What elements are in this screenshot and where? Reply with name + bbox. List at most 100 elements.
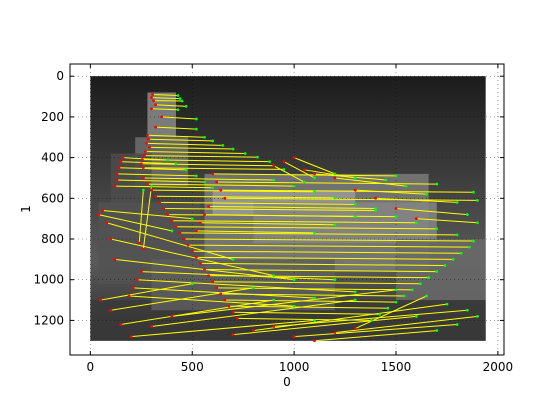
keypoint-target — [141, 188, 145, 192]
y-tick-label: 600 — [41, 191, 64, 205]
keypoint-source — [137, 241, 141, 245]
keypoint-target — [465, 308, 469, 312]
keypoint-target — [221, 143, 225, 147]
match-line — [149, 146, 234, 150]
keypoint-source — [282, 160, 286, 164]
match-line — [212, 173, 397, 177]
keypoint-target — [435, 270, 439, 273]
match-line — [224, 299, 397, 303]
match-line — [147, 183, 295, 187]
keypoint-source — [150, 325, 153, 328]
keypoint-source — [148, 146, 151, 149]
keypoint-source — [141, 176, 145, 180]
keypoint-source — [150, 188, 153, 192]
match-line — [146, 142, 223, 146]
y-tick-label: 400 — [41, 151, 64, 165]
keypoint-target — [435, 329, 439, 332]
keypoint-source — [231, 310, 235, 314]
keypoint-source — [147, 137, 150, 141]
keypoint-source — [117, 166, 121, 170]
keypoint-source — [313, 172, 316, 176]
keypoint-source — [194, 229, 198, 233]
y-axis-label: 1 — [19, 205, 33, 213]
match-line — [151, 108, 179, 111]
keypoint-source — [207, 205, 210, 208]
keypoint-target — [476, 221, 479, 225]
match-line — [395, 207, 468, 216]
keypoint-target — [333, 196, 337, 200]
keypoint-target — [425, 294, 428, 298]
y-tick-label: 1200 — [33, 313, 64, 327]
match-line — [334, 315, 478, 334]
keypoint-source — [353, 188, 357, 192]
match-line — [151, 299, 356, 328]
keypoint-source — [215, 180, 219, 184]
match-line — [416, 218, 478, 224]
match-line — [155, 195, 335, 199]
keypoint-source — [151, 93, 154, 96]
x-tick-label: 500 — [181, 360, 204, 374]
keypoint-source — [113, 184, 117, 188]
match-line — [200, 222, 335, 226]
x-tick-label: 0 — [87, 360, 95, 374]
keypoint-target — [190, 282, 194, 286]
match-line — [314, 330, 437, 342]
keypoint-target — [176, 94, 180, 97]
keypoint-target — [476, 314, 479, 318]
match-line — [151, 97, 181, 100]
keypoint-source — [203, 268, 206, 271]
keypoint-target — [333, 223, 337, 227]
keypoint-source — [170, 314, 174, 318]
keypoint-source — [152, 99, 155, 103]
keypoint-source — [219, 188, 223, 192]
keypoint-source — [414, 217, 418, 221]
match-line — [184, 238, 474, 242]
match-line — [283, 161, 315, 179]
keypoint-source — [227, 304, 231, 308]
keypoint-target — [378, 312, 382, 316]
keypoint-target — [353, 215, 357, 219]
match-line — [293, 157, 336, 175]
match-line — [141, 271, 335, 281]
keypoint-source — [211, 172, 215, 176]
match-line — [196, 256, 454, 260]
keypoint-target — [203, 135, 206, 139]
match-line — [141, 163, 274, 167]
match-line — [161, 116, 197, 120]
keypoint-target — [410, 288, 414, 292]
keypoint-target — [394, 288, 398, 292]
keypoint-target — [180, 99, 184, 103]
keypoint-target — [313, 190, 316, 194]
keypoint-source — [105, 221, 109, 225]
match-line — [131, 319, 315, 338]
keypoint-source — [115, 178, 119, 182]
keypoint-source — [113, 257, 117, 261]
keypoint-source — [121, 156, 125, 160]
keypoint-target — [353, 203, 357, 206]
keypoint-target — [194, 117, 198, 121]
keypoint-source — [141, 166, 145, 170]
match-line — [148, 138, 213, 142]
keypoint-source — [174, 225, 178, 229]
keypoint-target — [251, 286, 255, 290]
keypoint-target — [425, 192, 428, 196]
keypoint-target — [386, 306, 390, 310]
keypoint-source — [143, 150, 147, 153]
match-line — [143, 167, 284, 170]
match-line — [106, 222, 234, 260]
match-line — [220, 189, 474, 193]
keypoint-source — [353, 327, 357, 330]
x-tick-label: 2000 — [483, 360, 514, 374]
keypoint-source — [146, 182, 149, 186]
keypoint-source — [129, 335, 133, 339]
match-line — [143, 177, 274, 181]
keypoint-source — [119, 323, 123, 326]
keypoint-target — [194, 127, 198, 131]
keypoint-target — [472, 239, 475, 243]
match-line — [144, 155, 258, 158]
keypoint-target — [231, 257, 235, 261]
match-line — [159, 201, 356, 205]
match-line — [204, 269, 437, 273]
match-line — [175, 226, 437, 230]
match-line — [180, 232, 458, 236]
